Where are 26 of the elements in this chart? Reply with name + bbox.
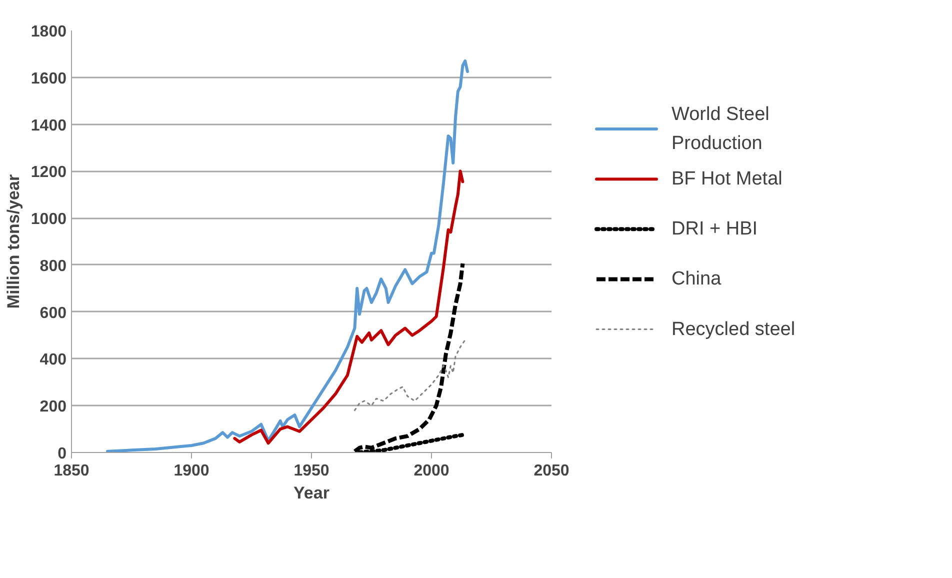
y-tick-label: 400 — [40, 352, 67, 369]
y-tick-label: 1000 — [30, 211, 67, 228]
legend-label: Recycled steel — [672, 318, 796, 340]
line-series — [106, 59, 469, 452]
x-axis-title: Year — [294, 484, 330, 502]
x-tick-label: 2050 — [534, 462, 570, 480]
y-tick-label: 200 — [40, 398, 67, 416]
y-tick-label: 600 — [40, 304, 67, 322]
x-tick-label: 2000 — [414, 462, 450, 480]
line-series — [352, 262, 465, 452]
y-tick-label: 1600 — [30, 70, 67, 88]
x-tick-label: 1950 — [294, 462, 330, 480]
legend-label: DRI + HBI — [672, 218, 758, 240]
y-axis-title: Million tons/year — [4, 174, 23, 309]
y-tick-label: 0 — [58, 446, 67, 462]
y-tick-label: 1200 — [30, 164, 67, 182]
x-tick-label: 1900 — [174, 462, 210, 480]
legend-label: World Steel Production — [672, 104, 770, 154]
line-series — [233, 170, 464, 445]
y-tick-label: 800 — [40, 258, 67, 275]
y-tick-label: 1400 — [30, 117, 67, 134]
legend-label: China — [672, 268, 722, 290]
line-series — [354, 339, 466, 412]
x-tick-label: 1850 — [54, 462, 90, 480]
legend-label: BF Hot Metal — [672, 168, 782, 190]
y-tick-label: 1800 — [30, 24, 67, 40]
